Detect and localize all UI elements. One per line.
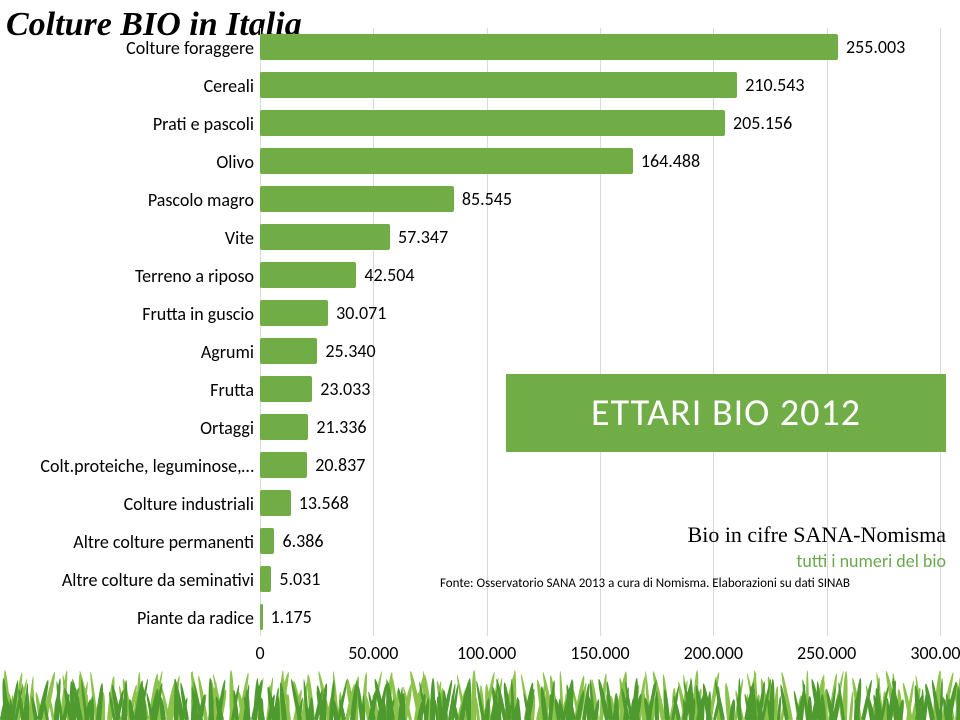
banner-text: ETTARI BIO 2012 xyxy=(591,390,861,436)
bar xyxy=(260,300,328,326)
bar-row: 85.545 xyxy=(260,180,512,218)
subtitle-numeri: tutti i numeri del bio xyxy=(796,550,946,572)
bar xyxy=(260,262,356,288)
category-label: Colture foraggere xyxy=(4,37,254,59)
category-label: Frutta in guscio xyxy=(4,303,254,325)
bar-row: 21.336 xyxy=(260,408,367,446)
category-label: Pascolo magro xyxy=(4,189,254,211)
category-label: Piante da radice xyxy=(4,607,254,629)
bar-value-label: 5.031 xyxy=(279,568,320,590)
category-label: Colt.proteiche, leguminose,… xyxy=(4,455,254,477)
subtitle-sana: Bio in cifre SANA-Nomisma xyxy=(688,522,946,548)
bar xyxy=(260,452,307,478)
bar-value-label: 6.386 xyxy=(282,530,323,552)
category-label: Agrumi xyxy=(4,341,254,363)
bar-row: 20.837 xyxy=(260,446,365,484)
bar-value-label: 205.156 xyxy=(733,112,792,134)
category-label: Prati e pascoli xyxy=(4,113,254,135)
bar-value-label: 21.336 xyxy=(316,416,366,438)
bar-row: 164.488 xyxy=(260,142,700,180)
bar xyxy=(260,566,271,592)
bar-row: 6.386 xyxy=(260,522,324,560)
bar-value-label: 42.504 xyxy=(364,264,414,286)
bar-value-label: 57.347 xyxy=(398,226,448,248)
bar-value-label: 20.837 xyxy=(315,454,365,476)
category-label: Ortaggi xyxy=(4,417,254,439)
bar xyxy=(260,338,317,364)
category-label: Olivo xyxy=(4,151,254,173)
category-label: Colture industriali xyxy=(4,493,254,515)
category-label: Altre colture permanenti xyxy=(4,531,254,553)
bar-row: 42.504 xyxy=(260,256,415,294)
bar-value-label: 13.568 xyxy=(299,492,349,514)
bar xyxy=(260,72,737,98)
bar xyxy=(260,148,633,174)
bar-row: 13.568 xyxy=(260,484,349,522)
bar-row: 5.031 xyxy=(260,560,320,598)
bar-value-label: 210.543 xyxy=(745,74,804,96)
bar xyxy=(260,34,838,60)
category-label: Altre colture da seminativi xyxy=(4,569,254,591)
bar-row: 25.340 xyxy=(260,332,376,370)
bar-value-label: 255.003 xyxy=(846,36,905,58)
bar-row: 210.543 xyxy=(260,66,805,104)
bar xyxy=(260,604,263,630)
bar xyxy=(260,224,390,250)
bar-value-label: 164.488 xyxy=(641,150,700,172)
bar xyxy=(260,376,312,402)
category-label: Cereali xyxy=(4,75,254,97)
grass-decoration xyxy=(0,650,960,720)
bar-row: 255.003 xyxy=(260,28,905,66)
bar-value-label: 85.545 xyxy=(462,188,512,210)
bar-row: 205.156 xyxy=(260,104,792,142)
bar-row: 30.071 xyxy=(260,294,386,332)
bar xyxy=(260,414,308,440)
bar-row: 57.347 xyxy=(260,218,448,256)
bar-value-label: 25.340 xyxy=(325,340,375,362)
source-note: Fonte: Osservatorio SANA 2013 a cura di … xyxy=(440,576,850,591)
bar xyxy=(260,110,725,136)
bar-value-label: 23.033 xyxy=(320,378,370,400)
bar-row: 23.033 xyxy=(260,370,370,408)
bar-row: 1.175 xyxy=(260,598,312,636)
bar-value-label: 30.071 xyxy=(336,302,386,324)
bar xyxy=(260,528,274,554)
banner-ettari: ETTARI BIO 2012 xyxy=(506,374,946,452)
bar xyxy=(260,490,291,516)
bar xyxy=(260,186,454,212)
bar-value-label: 1.175 xyxy=(271,606,312,628)
category-label: Frutta xyxy=(4,379,254,401)
category-label: Terreno a riposo xyxy=(4,265,254,287)
category-label: Vite xyxy=(4,227,254,249)
